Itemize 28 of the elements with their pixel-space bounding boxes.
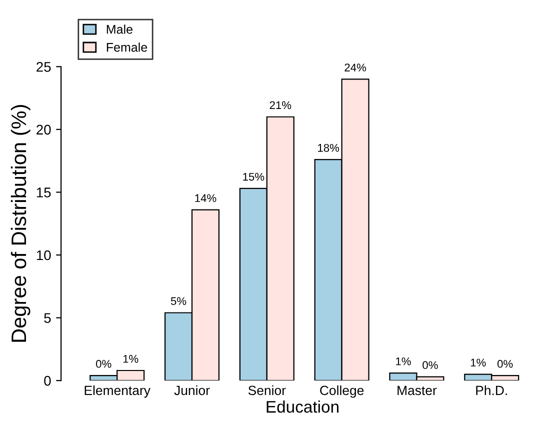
data-label: 0% [422, 361, 438, 370]
x-tick-label: College [320, 385, 364, 398]
legend-label: Female [106, 42, 148, 52]
x-tick-label: Senior [248, 385, 286, 396]
data-label: 0% [497, 360, 513, 368]
y-tick-label: 25 [36, 62, 51, 72]
data-label: 24% [344, 64, 366, 72]
x-tick-label: Ph.D. [476, 385, 507, 395]
data-label: 1% [396, 357, 411, 366]
data-label: 18% [318, 144, 340, 152]
x-tick-label: Master [398, 386, 437, 396]
data-label: 15% [243, 172, 264, 181]
y-tick-label: 15 [36, 188, 51, 198]
data-label: 1% [470, 358, 486, 366]
y-tick-label: 20 [36, 124, 51, 135]
data-label: 1% [123, 354, 138, 363]
y-tick-label: 10 [36, 250, 51, 260]
y-axis-title: Degree of Distribution (%) [10, 105, 30, 342]
x-tick-label: Junior [174, 385, 210, 396]
data-label: 5% [170, 297, 186, 305]
legend-label: Male [106, 24, 132, 34]
data-label: 0% [96, 360, 112, 368]
y-tick-label: 5 [44, 313, 51, 323]
x-axis-title: Education [266, 400, 338, 413]
data-label: 21% [270, 101, 292, 110]
data-label: 14% [195, 194, 216, 202]
y-tick-label: 0 [44, 376, 51, 386]
x-tick-label: Elementary [84, 385, 150, 398]
